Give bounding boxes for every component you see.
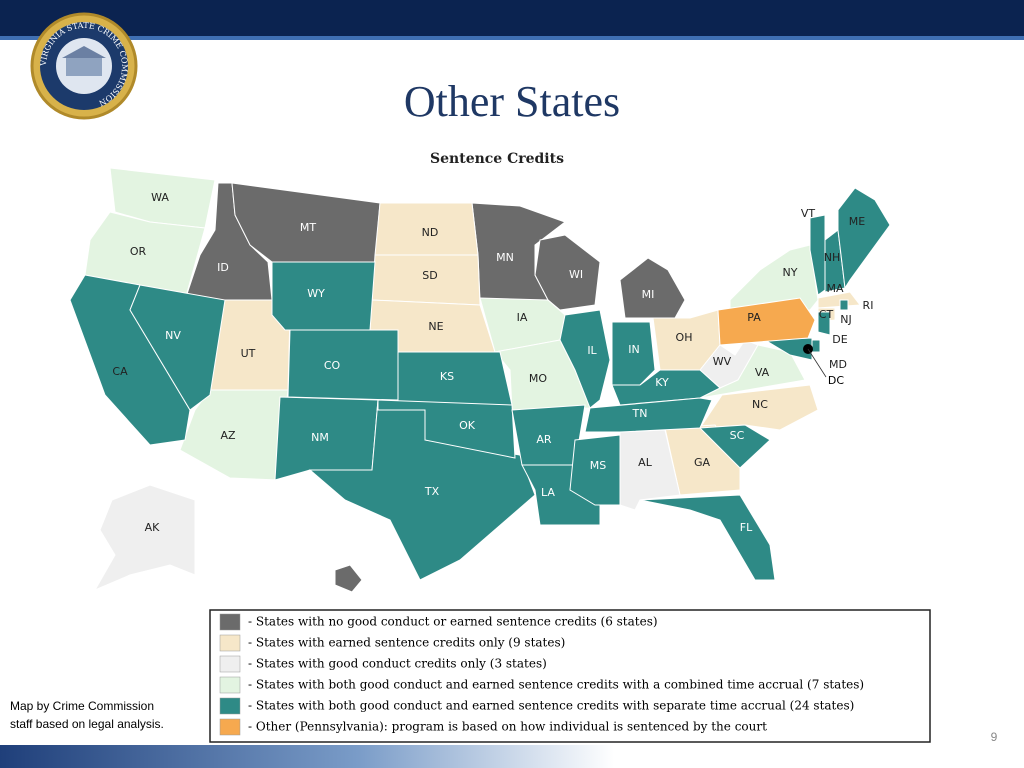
state-label: WV (713, 355, 732, 368)
state-label: TN (632, 407, 648, 420)
state-label: MO (529, 372, 547, 385)
state (809, 214, 826, 296)
state-label: IN (628, 343, 639, 356)
state (817, 291, 861, 309)
state-label: NM (311, 431, 329, 444)
state (534, 234, 601, 311)
state-label: AK (145, 521, 161, 534)
state-label: KS (440, 370, 454, 383)
state (377, 399, 516, 459)
legend-swatch (219, 697, 241, 715)
state-label: CO (324, 359, 341, 372)
state-label: NE (428, 320, 443, 333)
state-label: PA (747, 311, 761, 324)
state-label: NV (165, 329, 181, 342)
state (698, 424, 771, 469)
state (817, 311, 831, 336)
state-label: WI (569, 268, 583, 281)
state-label: DE (832, 333, 847, 346)
legend-label: - States with both good conduct and earn… (248, 699, 854, 713)
legend-label: - States with both good conduct and earn… (248, 678, 864, 692)
state-label: MD (829, 358, 847, 371)
state-label: VA (755, 366, 770, 379)
legend-label: - States with good conduct credits only … (248, 657, 547, 671)
state (611, 321, 656, 386)
state-label: NY (783, 266, 798, 279)
state-label: CT (819, 308, 834, 321)
state (619, 257, 686, 319)
state-label: TX (424, 485, 440, 498)
state-label: LA (541, 486, 555, 499)
state (839, 299, 849, 311)
state-label: KY (655, 376, 669, 389)
state-label: RI (863, 299, 874, 312)
state-label: AZ (220, 429, 236, 442)
state (639, 494, 776, 581)
legend-swatch (219, 634, 241, 652)
legend: - States with no good conduct or earned … (219, 613, 864, 736)
state-label: MI (642, 288, 655, 301)
dc-label: DC (828, 374, 844, 387)
state-label: SC (730, 429, 745, 442)
legend-label: - States with no good conduct or earned … (248, 615, 658, 629)
legend-swatch (219, 676, 241, 694)
map: ID MT MN WI MI HI ND SD NE UT OH NC GA MA CT AK AL WV WA OR… (69, 167, 891, 593)
leader-line (807, 348, 827, 378)
state-label: GA (694, 456, 711, 469)
state-label: MS (590, 459, 606, 472)
state-label: ND (422, 226, 439, 239)
state (717, 297, 816, 346)
legend-box (209, 609, 931, 743)
legend-swatch (219, 718, 241, 736)
slide-title: Other States (404, 77, 620, 126)
top-stripe (0, 36, 1024, 40)
state-label: NC (752, 398, 768, 411)
legend-swatch (219, 613, 241, 631)
state-label: OR (130, 245, 147, 258)
state (93, 484, 196, 592)
state-label: FL (740, 521, 753, 534)
state-label: ME (849, 215, 865, 228)
state (837, 187, 891, 290)
map-title: Sentence Credits (430, 151, 564, 167)
caption: staff based on legal analysis. (10, 717, 164, 731)
state-label: IA (517, 311, 528, 324)
state-label: WY (307, 287, 325, 300)
caption: Map by Crime Commission (10, 699, 154, 713)
legend-label: - Other (Pennsylvania): program is based… (248, 720, 767, 734)
logo: VIRGINIA STATE CRIME COMMISSION (30, 12, 138, 120)
state-label: VT (801, 207, 816, 220)
state (129, 284, 226, 411)
state (811, 339, 821, 353)
state-label: HI (369, 555, 381, 568)
state (729, 244, 819, 311)
state-label: WA (151, 191, 169, 204)
state-label: MA (826, 282, 843, 295)
page-number: 9 (991, 730, 998, 744)
legend-label: - States with earned sentence credits on… (248, 636, 565, 650)
state-label: AL (638, 456, 653, 469)
state-label: OK (459, 419, 476, 432)
state (584, 397, 713, 433)
state (287, 329, 399, 401)
state-label: AR (536, 433, 552, 446)
state (569, 434, 621, 506)
state (334, 564, 363, 593)
state-label: NH (824, 251, 841, 264)
legend-swatch (219, 655, 241, 673)
state-label: OH (676, 331, 693, 344)
state-label: MT (300, 221, 316, 234)
state-label: NJ (840, 313, 851, 326)
state-label: IL (587, 344, 597, 357)
top-bar (0, 0, 1024, 36)
state (397, 351, 513, 406)
state-label: SD (422, 269, 437, 282)
state-label: UT (241, 347, 256, 360)
state-label: ID (217, 261, 229, 274)
state-label: CA (112, 365, 128, 378)
state-label: MN (496, 251, 514, 264)
state (559, 309, 611, 409)
bottom-bar (0, 745, 1024, 768)
